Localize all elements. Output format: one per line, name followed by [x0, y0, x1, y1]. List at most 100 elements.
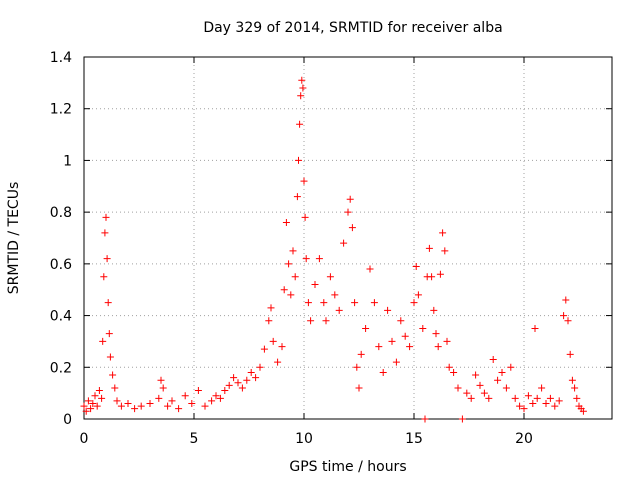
- data-point: [573, 394, 581, 402]
- data-point: [131, 405, 139, 413]
- data-point: [432, 330, 440, 338]
- data-point: [366, 265, 374, 273]
- data-point: [340, 239, 348, 247]
- data-point: [278, 343, 286, 351]
- data-point: [335, 306, 343, 314]
- data-point: [421, 415, 429, 423]
- data-point: [256, 363, 264, 371]
- data-point: [146, 399, 154, 407]
- data-point: [564, 317, 572, 325]
- data-point: [445, 363, 453, 371]
- data-point: [331, 291, 339, 299]
- data-point: [212, 392, 220, 400]
- data-point: [201, 402, 209, 410]
- data-point: [542, 399, 550, 407]
- data-point: [99, 337, 107, 345]
- grid-lines: [84, 57, 612, 419]
- data-point: [216, 394, 224, 402]
- data-point: [260, 345, 268, 353]
- data-point: [157, 376, 165, 384]
- data-point: [234, 379, 242, 387]
- x-tick-label: 0: [80, 431, 89, 447]
- data-point: [443, 337, 451, 345]
- data-point: [103, 255, 111, 263]
- data-point: [87, 405, 95, 413]
- data-point: [297, 92, 305, 100]
- data-point: [454, 384, 462, 392]
- data-point: [291, 273, 299, 281]
- y-tick-label: 0.6: [50, 257, 72, 273]
- plot-frame: [83, 56, 613, 420]
- y-tick-labels: 0 0.2 0.4 0.6 0.8 1 1.2 1.4: [50, 50, 72, 428]
- data-point: [472, 371, 480, 379]
- data-point: [104, 299, 112, 307]
- data-point: [397, 317, 405, 325]
- data-point: [357, 350, 365, 358]
- data-point: [113, 397, 121, 405]
- data-point: [302, 255, 310, 263]
- x-tick-label: 20: [515, 431, 533, 447]
- data-point: [252, 374, 260, 382]
- data-point: [410, 299, 418, 307]
- data-point: [307, 317, 315, 325]
- data-point: [311, 281, 319, 289]
- data-point: [80, 402, 88, 410]
- data-point: [511, 394, 519, 402]
- data-point: [164, 402, 172, 410]
- data-point: [269, 337, 277, 345]
- data-point: [344, 208, 352, 216]
- data-point: [91, 392, 99, 400]
- data-point: [285, 260, 293, 268]
- data-point: [322, 317, 330, 325]
- data-point: [351, 299, 359, 307]
- data-point: [555, 397, 563, 405]
- data-point: [538, 384, 546, 392]
- data-point: [533, 394, 541, 402]
- data-point: [458, 415, 466, 423]
- data-point: [159, 384, 167, 392]
- data-point: [502, 384, 510, 392]
- data-point: [531, 325, 539, 332]
- data-point: [392, 358, 400, 366]
- data-point: [516, 402, 524, 410]
- data-point: [346, 195, 354, 203]
- y-tick-label: 0.8: [50, 205, 72, 221]
- data-point: [388, 337, 396, 345]
- data-point: [425, 244, 433, 252]
- y-axis-label: SRMTID / TECUs: [6, 182, 22, 295]
- data-point: [287, 291, 295, 299]
- data-point: [117, 402, 125, 410]
- data-point: [267, 304, 275, 312]
- data-point: [225, 381, 233, 389]
- data-point: [379, 368, 387, 376]
- data-point: [480, 389, 488, 397]
- data-point: [485, 394, 493, 402]
- data-point: [155, 394, 163, 402]
- data-point: [300, 177, 308, 185]
- data-point: [441, 247, 449, 255]
- data-point: [289, 247, 297, 255]
- y-tick-label: 1.2: [50, 102, 72, 118]
- x-tick-labels: 0 5 10 15 20: [80, 431, 533, 447]
- data-point: [562, 296, 570, 304]
- y-tick-label: 0: [63, 412, 72, 428]
- axis-ticks: [83, 56, 612, 420]
- data-point: [362, 325, 370, 332]
- data-point: [355, 384, 363, 392]
- data-point: [188, 399, 196, 407]
- data-point: [243, 376, 251, 384]
- y-tick-label: 1: [63, 153, 72, 169]
- data-point: [419, 325, 427, 332]
- data-point: [274, 358, 282, 366]
- data-point: [208, 397, 216, 405]
- data-point: [280, 286, 288, 294]
- y-tick-label: 1.4: [50, 50, 72, 66]
- data-point: [326, 273, 334, 281]
- data-point: [524, 392, 532, 400]
- x-tick-label: 10: [295, 431, 313, 447]
- data-point: [304, 299, 312, 307]
- data-point: [450, 368, 458, 376]
- data-point: [194, 387, 202, 395]
- data-point: [353, 363, 361, 371]
